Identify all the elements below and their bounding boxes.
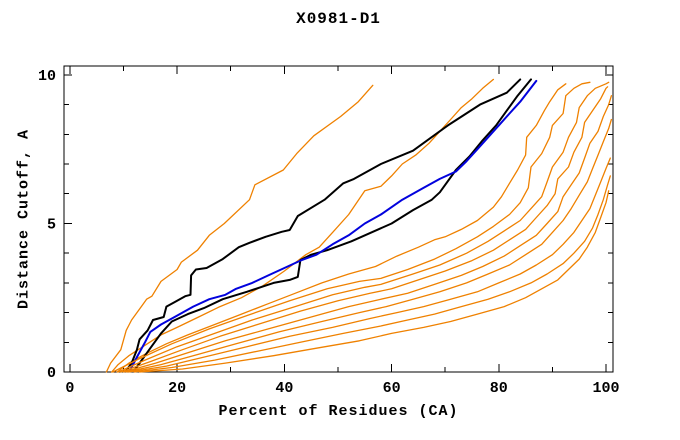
series-orange-bundle-4 — [122, 95, 613, 373]
series-orange-bundle-7 — [133, 175, 611, 373]
x-tick-label: 0 — [65, 380, 74, 397]
series-orange-second — [111, 78, 495, 373]
series-orange-bundle-2 — [117, 81, 610, 373]
x-tick-label: 100 — [593, 380, 620, 397]
y-tick-label: 10 — [38, 68, 56, 85]
x-tick-label: 40 — [275, 380, 293, 397]
plot-frame — [63, 65, 614, 373]
series-orange-bundle-3 — [120, 86, 609, 373]
series-orange-third — [116, 83, 567, 373]
x-tick-label: 60 — [383, 380, 401, 397]
series-orange-leader — [105, 84, 374, 373]
y-tick-label: 0 — [47, 365, 56, 382]
x-tick-label: 20 — [168, 380, 186, 397]
series-black-model-1 — [125, 78, 522, 372]
series-orange-bundle-8 — [138, 190, 610, 373]
series-blue-model — [128, 79, 538, 372]
chart-title: X0981-D1 — [296, 10, 381, 28]
x-axis-label: Percent of Residues (CA) — [218, 403, 459, 420]
series-orange-bundle-5 — [125, 118, 613, 373]
series-orange-bundle-1 — [112, 81, 591, 373]
series-orange-bundle-6 — [128, 157, 611, 373]
x-tick-label: 80 — [490, 380, 508, 397]
y-tick-label: 5 — [47, 216, 56, 233]
